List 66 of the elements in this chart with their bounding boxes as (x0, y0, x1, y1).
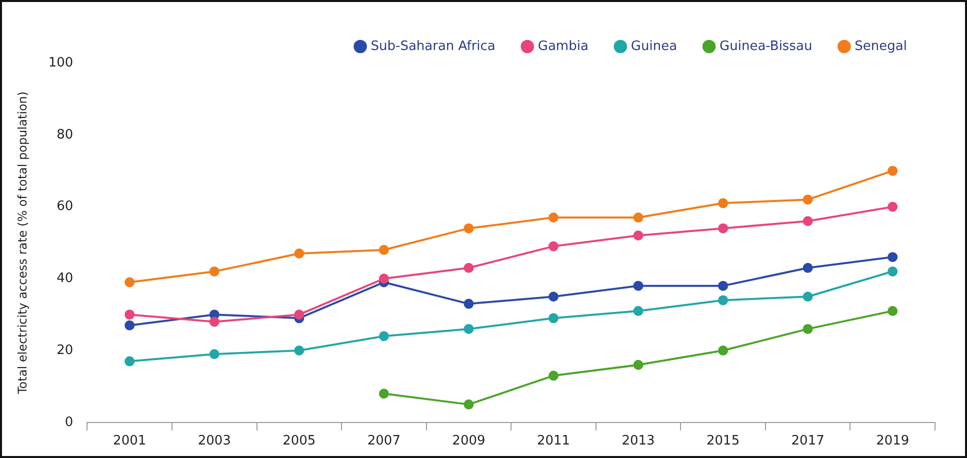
x-tick-label: 2007 (367, 434, 400, 449)
point (718, 280, 728, 291)
point (548, 292, 558, 302)
point (633, 212, 644, 223)
point (888, 166, 898, 176)
x-tick-label: 2015 (706, 434, 740, 449)
point (548, 313, 558, 324)
legend-label: Sub-Saharan Africa (370, 38, 496, 54)
x-tick-label: 2009 (452, 434, 486, 449)
point (548, 370, 558, 381)
point (718, 198, 728, 208)
point (464, 262, 474, 273)
point (378, 331, 389, 342)
y-tick-label: 100 (48, 55, 74, 70)
x-tick-label: 2001 (113, 434, 146, 449)
point (209, 266, 220, 276)
y-tick-label: 40 (56, 271, 74, 286)
y-tick-label: 60 (56, 199, 74, 214)
point (718, 223, 728, 234)
point (718, 346, 728, 356)
point (464, 298, 474, 309)
point (464, 223, 474, 234)
y-tick-label: 20 (56, 342, 74, 358)
x-tick-label: 2003 (198, 434, 231, 449)
y-axis-title: Total electricity access rate (% of total population) (15, 91, 30, 395)
point (633, 360, 644, 370)
point (802, 194, 813, 205)
point (633, 280, 644, 291)
point (548, 212, 558, 223)
point (294, 248, 304, 258)
point (888, 202, 898, 212)
point (294, 310, 304, 320)
point (124, 310, 135, 320)
point (209, 316, 220, 327)
point (124, 356, 135, 366)
point (888, 306, 898, 316)
point (633, 306, 644, 316)
y-tick-label: 80 (56, 127, 74, 142)
legend-label: Guinea-Bissau (720, 38, 812, 54)
y-tick-label: 0 (64, 414, 74, 430)
point (378, 244, 389, 255)
point (464, 399, 474, 410)
x-tick-label: 2017 (791, 434, 824, 449)
x-tick-label: 2005 (282, 434, 316, 449)
point (464, 324, 474, 334)
point (124, 320, 135, 330)
point (718, 295, 728, 306)
point (378, 274, 389, 284)
point (802, 262, 813, 273)
x-tick-label: 2011 (536, 434, 570, 449)
legend-label: Senegal (854, 38, 908, 54)
point (802, 324, 813, 334)
point (802, 216, 813, 226)
point (802, 292, 813, 302)
legend-label: Gambia (538, 38, 588, 54)
x-tick-label: 2019 (876, 434, 910, 449)
point (548, 241, 558, 252)
point (124, 277, 135, 288)
point (633, 230, 644, 241)
point (378, 388, 389, 399)
legend-label: Guinea (630, 38, 678, 54)
point (209, 349, 220, 360)
point (888, 266, 898, 276)
point (888, 252, 898, 262)
x-tick-label: 2013 (622, 434, 655, 449)
point (294, 346, 304, 356)
